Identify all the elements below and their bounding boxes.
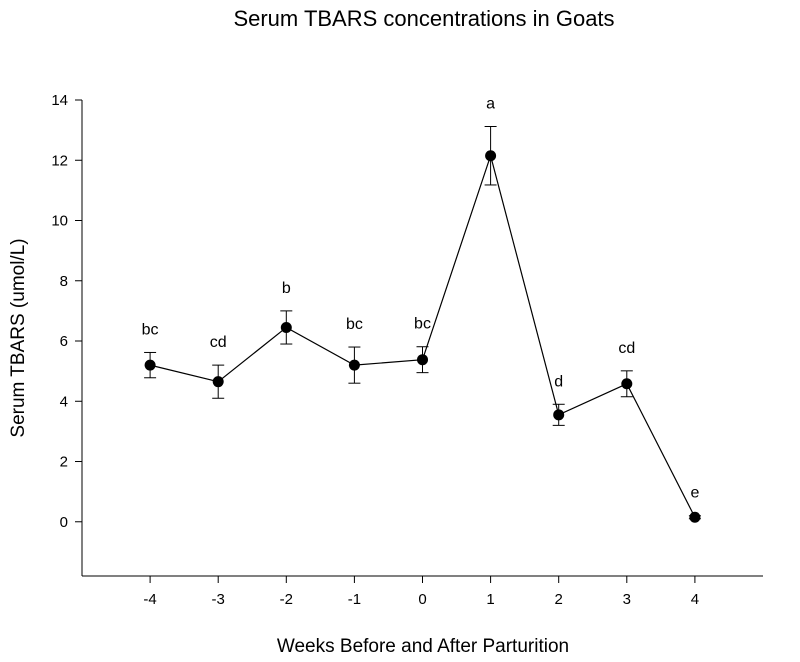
significance-label: cd [618,340,635,357]
y-tick-label: 14 [51,92,68,109]
series-line [149,153,696,518]
significance-label: d [554,373,563,390]
data-point [485,150,497,162]
x-tick-label: 0 [418,591,426,608]
data-point [348,359,360,371]
y-tick-label: 2 [60,454,68,471]
chart-title: Serum TBARS concentrations in Goats [233,6,614,31]
x-axis-label: Weeks Before and After Parturition [277,636,569,657]
significance-label: cd [210,334,227,351]
plot-area: bc cd b bc bc a d cd e [142,96,701,523]
y-tick-label: 0 [60,514,68,531]
x-tick-label: 4 [691,591,699,608]
significance-label: bc [414,316,431,333]
x-tick-label: 1 [486,591,494,608]
data-point [144,359,156,371]
y-tick-label: 4 [60,393,68,410]
significance-label: e [690,485,699,502]
x-tick-label: 3 [623,591,631,608]
data-point [280,321,292,333]
y-tick-label: 6 [60,333,68,350]
y-tick-label: 10 [51,213,68,230]
y-tick-label: 12 [51,152,68,169]
data-point [212,376,224,388]
significance-label: bc [346,316,363,333]
x-tick-label: -1 [348,591,361,608]
data-point [689,511,701,523]
data-point [621,378,633,390]
significance-label: a [486,96,495,113]
significance-label: b [282,280,291,297]
x-tick-label: -4 [143,591,156,608]
y-axis-label: Serum TBARS (umol/L) [8,238,29,437]
x-tick-label: 2 [555,591,563,608]
data-point [417,354,428,366]
x-tick-label: -2 [280,591,293,608]
data-point [553,409,565,421]
y-tick-label: 8 [60,273,68,290]
x-tick-label: -3 [212,591,225,608]
significance-label: bc [142,321,159,338]
